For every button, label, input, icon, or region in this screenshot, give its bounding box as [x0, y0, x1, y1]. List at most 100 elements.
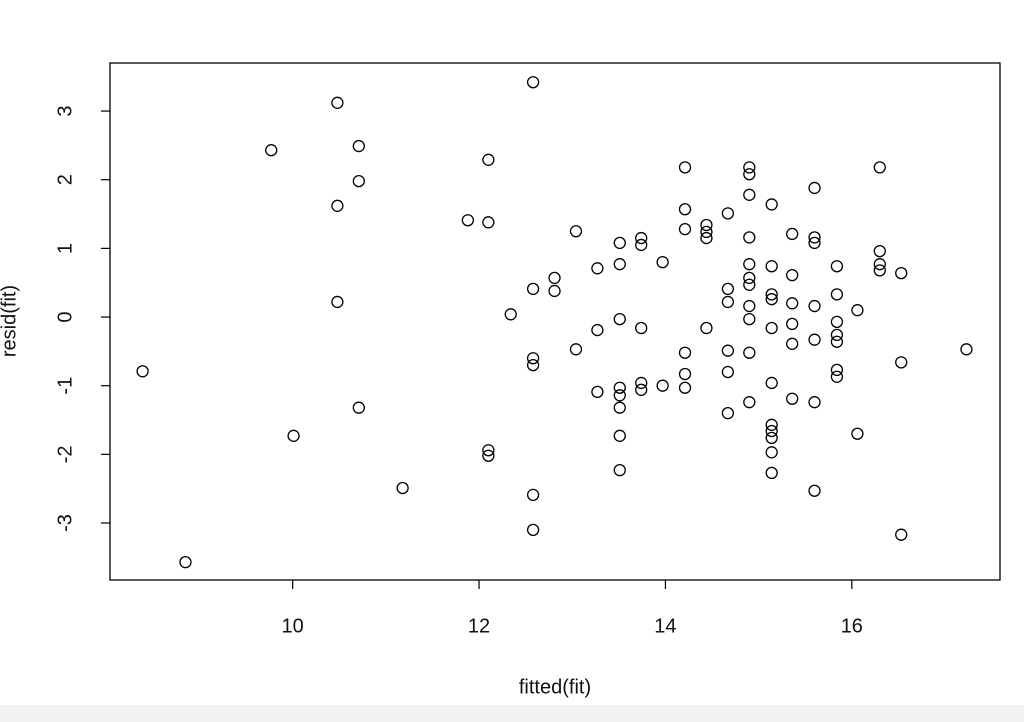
point [786, 317, 799, 331]
point [808, 231, 821, 244]
point [548, 271, 561, 285]
point [526, 352, 540, 365]
point [678, 346, 692, 359]
point [765, 466, 778, 480]
point [765, 198, 778, 211]
point [591, 323, 604, 337]
point [743, 231, 756, 244]
point [895, 528, 908, 541]
point [613, 389, 626, 402]
point [569, 225, 583, 238]
point [352, 401, 365, 414]
y-tick-label: -1 [54, 377, 76, 395]
x-tick-label: 16 [841, 615, 863, 637]
point [830, 363, 844, 377]
point [504, 308, 517, 321]
y-tick-label: 2 [54, 174, 76, 185]
point [721, 407, 735, 420]
point [136, 365, 149, 378]
point [765, 431, 778, 445]
point [526, 523, 540, 537]
x-tick-label: 14 [654, 615, 676, 637]
point [895, 356, 908, 369]
point [548, 284, 561, 298]
point [569, 343, 583, 356]
point [721, 344, 735, 357]
point [613, 236, 626, 250]
point [678, 381, 692, 394]
point [656, 255, 669, 269]
point [895, 266, 908, 280]
point [700, 218, 713, 232]
point [678, 161, 692, 174]
point [786, 227, 799, 241]
point [786, 392, 799, 405]
point [743, 396, 756, 409]
point [613, 401, 626, 414]
point [765, 260, 778, 273]
point [482, 444, 495, 457]
point [765, 288, 778, 301]
point [700, 321, 713, 335]
point [331, 295, 344, 309]
point [721, 207, 735, 220]
y-tick-label: -3 [54, 514, 76, 532]
point [786, 269, 799, 282]
point [873, 161, 886, 174]
point [700, 225, 713, 239]
point [873, 264, 886, 277]
point [613, 463, 626, 477]
point [873, 258, 886, 271]
point [613, 429, 626, 442]
point [808, 181, 821, 195]
point [635, 231, 648, 245]
point [635, 376, 648, 390]
point [352, 139, 365, 153]
point [526, 282, 540, 296]
point [635, 321, 648, 335]
point [331, 199, 344, 212]
point [873, 244, 886, 258]
bottom-band [0, 705, 1024, 722]
point [765, 424, 778, 438]
y-tick-label: 0 [54, 311, 76, 322]
point [743, 299, 756, 313]
point [830, 260, 844, 273]
point [743, 188, 756, 201]
point [656, 379, 669, 392]
point [678, 203, 692, 216]
point [721, 295, 735, 309]
point [179, 555, 192, 569]
x-axis-label: fitted(fit) [519, 676, 591, 698]
point [743, 258, 756, 271]
point [482, 216, 495, 229]
y-tick-label: 1 [54, 243, 76, 254]
point [851, 427, 864, 440]
x-tick-label: 12 [468, 615, 490, 637]
point [808, 396, 821, 409]
point [721, 365, 735, 379]
point [786, 297, 799, 310]
point [743, 161, 756, 174]
point [808, 299, 821, 313]
point [765, 321, 778, 335]
x-tick-label: 10 [282, 615, 304, 637]
point [786, 337, 799, 350]
plot-frame [109, 62, 1001, 581]
point [765, 418, 778, 431]
point [526, 488, 540, 502]
point [635, 238, 648, 252]
point [613, 258, 626, 271]
point [851, 304, 864, 317]
point [808, 333, 821, 346]
point [721, 282, 735, 296]
point [265, 144, 278, 157]
point [396, 481, 409, 495]
y-axis-label: resid(fit) [0, 285, 20, 357]
point [287, 429, 300, 442]
point [591, 262, 604, 275]
point [830, 328, 844, 342]
point [830, 335, 844, 348]
